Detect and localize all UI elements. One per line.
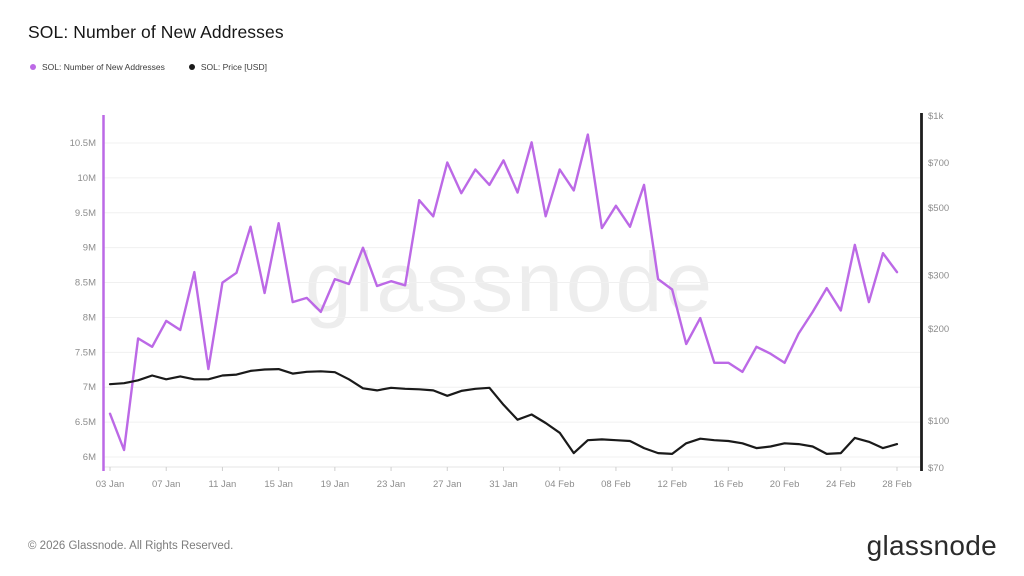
- x-tick-label: 24 Feb: [826, 479, 856, 490]
- watermark: glassnode: [305, 235, 715, 329]
- left-axis-tick-label: 9.5M: [75, 208, 96, 219]
- left-axis-tick-label: 6M: [83, 452, 96, 463]
- left-axis-tick-label: 8.5M: [75, 278, 96, 289]
- copyright: © 2026 Glassnode. All Rights Reserved.: [28, 540, 234, 552]
- x-tick-label: 07 Jan: [152, 479, 181, 490]
- right-axis-tick-label: $70: [928, 463, 944, 474]
- x-tick-label: 19 Jan: [321, 479, 350, 490]
- price-legend-label: SOL: Price [USD]: [200, 62, 267, 72]
- x-tick-label: 20 Feb: [770, 479, 800, 490]
- x-tick-label: 08 Feb: [601, 479, 631, 490]
- x-tick-label: 16 Feb: [714, 479, 744, 490]
- addresses-legend-label: SOL: Number of New Addresses: [42, 62, 165, 72]
- x-tick-label: 27 Jan: [433, 479, 462, 490]
- left-axis-tick-label: 9M: [83, 243, 96, 254]
- left-axis-tick-label: 7.5M: [75, 347, 96, 358]
- left-axis-tick-label: 7M: [83, 382, 96, 393]
- right-axis-tick-label: $200: [928, 324, 949, 335]
- addresses-legend-dot: [30, 64, 36, 70]
- left-axis-tick-label: 10M: [78, 173, 97, 184]
- legend: SOL: Number of New Addresses SOL: Price …: [30, 62, 267, 72]
- x-tick-label: 03 Jan: [96, 479, 125, 490]
- right-axis-tick-label: $700: [928, 158, 949, 169]
- addresses-series-line[interactable]: [108, 133, 899, 452]
- x-tick-label: 23 Jan: [377, 479, 406, 490]
- x-tick-label: 15 Jan: [264, 479, 293, 490]
- glassnode-logo: glassnode: [866, 530, 997, 561]
- page-title: SOL: Number of New Addresses: [28, 22, 284, 42]
- legend-item-price[interactable]: SOL: Price [USD]: [188, 62, 267, 72]
- x-tick-label: 11 Jan: [209, 479, 237, 490]
- right-axis-tick-label: $500: [928, 203, 949, 214]
- x-tick-label: 04 Feb: [545, 479, 575, 490]
- x-tick-label: 28 Feb: [882, 479, 912, 490]
- x-tick-label: 12 Feb: [657, 479, 687, 490]
- right-axis-tick-label: $100: [928, 416, 949, 427]
- right-axis-tick-label: $300: [928, 270, 949, 281]
- price-legend-dot: [188, 64, 195, 70]
- left-axis-tick-label: 10.5M: [70, 138, 96, 149]
- left-axis-tick-label: 8M: [83, 312, 96, 323]
- right-axis-tick-label: $1k: [928, 111, 944, 122]
- legend-item-new-addresses[interactable]: SOL: Number of New Addresses: [30, 62, 165, 72]
- left-axis-tick-label: 6.5M: [75, 417, 96, 428]
- x-tick-label: 31 Jan: [489, 479, 518, 490]
- price-series-line[interactable]: [108, 368, 899, 455]
